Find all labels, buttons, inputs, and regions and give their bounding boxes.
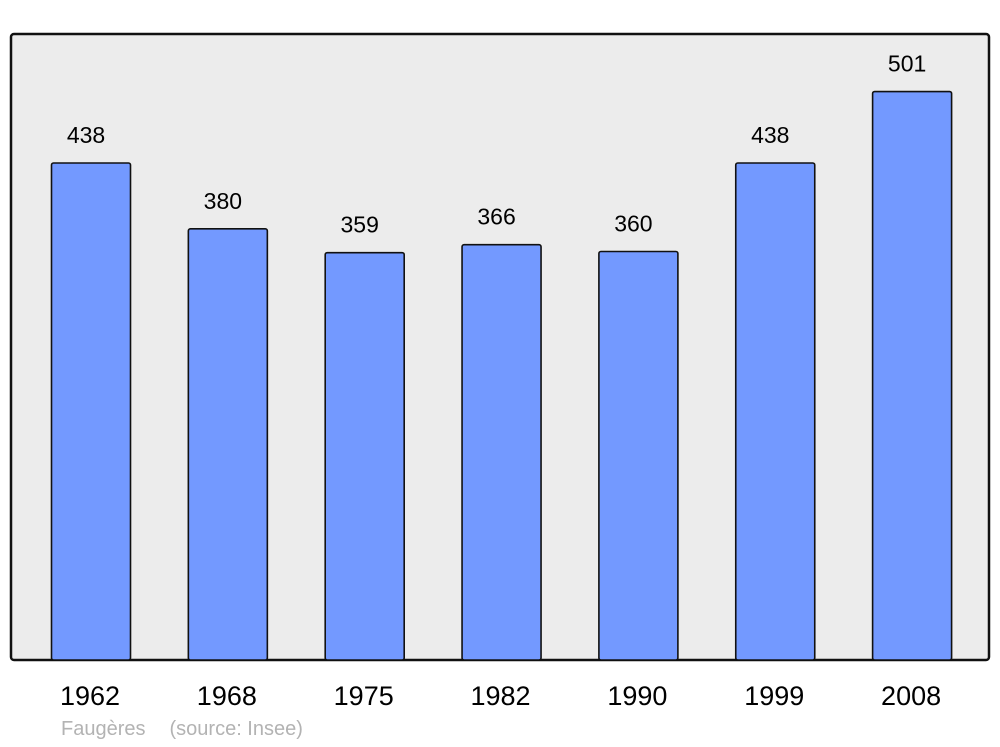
data-label: 438 xyxy=(67,122,105,148)
place-name: Faugères xyxy=(61,718,146,740)
x-tick-label: 1999 xyxy=(744,681,804,711)
bar-1982 xyxy=(461,243,542,661)
bar-2008 xyxy=(871,90,953,661)
data-label: 360 xyxy=(614,211,652,237)
x-tick-label: 1982 xyxy=(471,681,531,711)
bar-1968 xyxy=(187,228,269,661)
x-tick-label: 1962 xyxy=(60,681,120,711)
data-label: 501 xyxy=(888,51,926,77)
bar-1962 xyxy=(50,162,132,661)
data-label: 366 xyxy=(477,204,515,230)
source-note: (source: Insee) xyxy=(169,718,303,740)
data-label: 438 xyxy=(751,122,789,148)
data-label: 380 xyxy=(204,188,242,214)
bar-1999 xyxy=(734,162,816,661)
data-label: 359 xyxy=(341,212,379,238)
chart-footer: Faugères (source: Insee) xyxy=(61,718,327,741)
x-tick-label: 2008 xyxy=(881,681,941,711)
bar-1975 xyxy=(324,251,406,661)
x-tick-label: 1975 xyxy=(334,681,394,711)
x-tick-label: 1968 xyxy=(197,681,257,711)
bar-1990 xyxy=(598,250,679,661)
x-tick-label: 1990 xyxy=(607,681,667,711)
